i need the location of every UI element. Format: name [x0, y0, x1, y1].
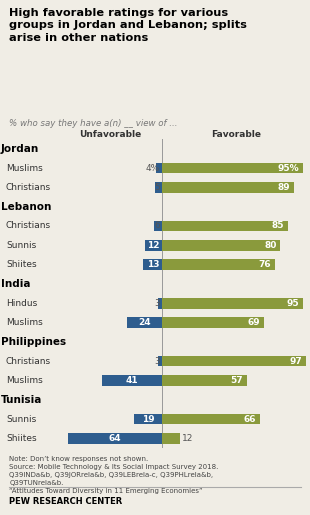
Text: % who say they have a(n) __ view of ...: % who say they have a(n) __ view of ...	[9, 119, 178, 128]
Text: 66: 66	[244, 415, 256, 423]
Text: Muslims: Muslims	[6, 164, 43, 173]
Bar	[162, 163, 303, 174]
Text: 3: 3	[154, 299, 160, 307]
Text: Muslims: Muslims	[6, 318, 43, 327]
Text: 57: 57	[230, 376, 243, 385]
Text: 24: 24	[138, 318, 151, 327]
Bar	[162, 259, 275, 270]
Bar	[162, 356, 306, 367]
Text: Tunisia: Tunisia	[1, 395, 42, 405]
Text: Unfavorable: Unfavorable	[80, 130, 142, 139]
Text: 80: 80	[264, 241, 277, 250]
Bar	[162, 433, 180, 444]
Text: Christians: Christians	[6, 183, 51, 192]
Bar	[158, 356, 162, 367]
Text: India: India	[1, 279, 30, 289]
Bar	[102, 375, 162, 386]
Text: Lebanon: Lebanon	[1, 202, 51, 212]
Text: 85: 85	[272, 221, 284, 230]
Text: Christians: Christians	[6, 221, 51, 230]
Text: 95%: 95%	[277, 164, 299, 173]
Text: Muslims: Muslims	[6, 376, 43, 385]
Bar	[145, 240, 162, 251]
Bar	[162, 298, 303, 308]
Text: Christians: Christians	[6, 357, 51, 366]
Text: 89: 89	[277, 183, 290, 192]
Bar	[162, 220, 288, 231]
Text: Shiites: Shiites	[6, 260, 37, 269]
Bar	[157, 163, 162, 174]
Bar	[162, 414, 260, 424]
Bar	[158, 298, 162, 308]
Text: 69: 69	[248, 318, 260, 327]
Bar	[134, 414, 162, 424]
Bar	[155, 182, 162, 193]
Bar	[143, 259, 162, 270]
Bar	[162, 375, 246, 386]
Text: PEW RESEARCH CENTER: PEW RESEARCH CENTER	[9, 497, 122, 506]
Bar	[153, 220, 162, 231]
Text: 97: 97	[289, 357, 302, 366]
Text: 6: 6	[154, 221, 160, 230]
Text: 5: 5	[154, 183, 160, 192]
Bar	[162, 240, 281, 251]
Text: 64: 64	[109, 434, 122, 443]
Text: 13: 13	[147, 260, 159, 269]
Bar	[68, 433, 162, 444]
Text: 12: 12	[182, 434, 194, 443]
Text: 41: 41	[126, 376, 139, 385]
Text: 95: 95	[286, 299, 299, 307]
Text: Philippines: Philippines	[1, 337, 66, 347]
Text: Hindus: Hindus	[6, 299, 37, 307]
Text: Sunnis: Sunnis	[6, 415, 36, 423]
Text: Note: Don’t know responses not shown.
Source: Mobile Technology & Its Social Imp: Note: Don’t know responses not shown. So…	[9, 456, 219, 494]
Text: 19: 19	[142, 415, 155, 423]
Bar	[162, 317, 264, 328]
Text: 12: 12	[147, 241, 160, 250]
Text: Favorable: Favorable	[211, 130, 261, 139]
Bar	[162, 182, 294, 193]
Text: Sunnis: Sunnis	[6, 241, 36, 250]
Text: Jordan: Jordan	[1, 144, 39, 153]
Text: 3: 3	[154, 357, 160, 366]
Text: High favorable ratings for various
groups in Jordan and Lebanon; splits
arise in: High favorable ratings for various group…	[9, 8, 247, 43]
Bar	[127, 317, 162, 328]
Text: 76: 76	[258, 260, 271, 269]
Text: Shiites: Shiites	[6, 434, 37, 443]
Text: 4%: 4%	[146, 164, 160, 173]
